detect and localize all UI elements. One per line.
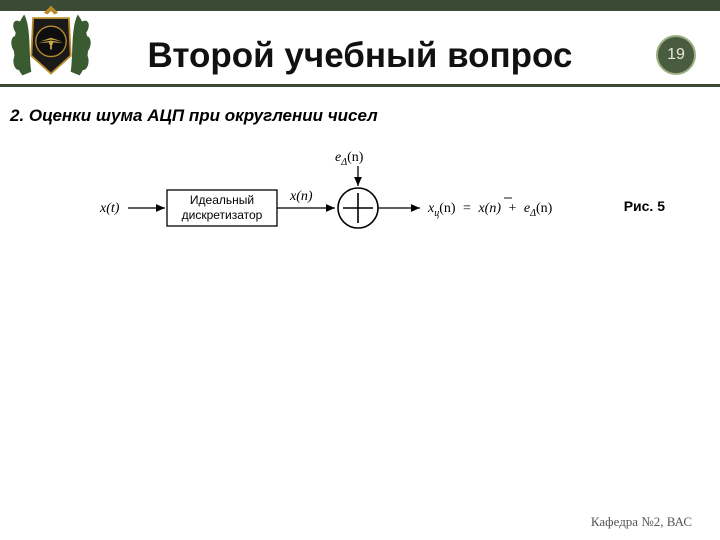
- header-top-stripe: [0, 0, 720, 11]
- box-line1: Идеальный: [190, 193, 254, 207]
- slide-number-badge: 19: [656, 35, 696, 75]
- output-equation: xц(n) = x(n) + eΔ(n): [427, 201, 553, 219]
- header-underline: [0, 84, 720, 87]
- header: Второй учебный вопрос 19: [0, 0, 720, 87]
- top-label: eΔ(n): [335, 150, 364, 168]
- slide-number: 19: [656, 35, 696, 75]
- footer-text: Кафедра №2, ВАС: [591, 514, 692, 530]
- block-diagram: x(t) Идеальный дискретизатор x(n) eΔ(n) …: [80, 150, 640, 250]
- mid-label: x(n): [289, 189, 313, 204]
- figure-label: Рис. 5: [624, 198, 665, 214]
- box-line2: дискретизатор: [182, 208, 263, 222]
- slide-title: Второй учебный вопрос: [0, 36, 720, 76]
- input-label: x(t): [99, 201, 120, 216]
- section-subtitle: 2. Оценки шума АЦП при округлении чисел: [10, 106, 378, 126]
